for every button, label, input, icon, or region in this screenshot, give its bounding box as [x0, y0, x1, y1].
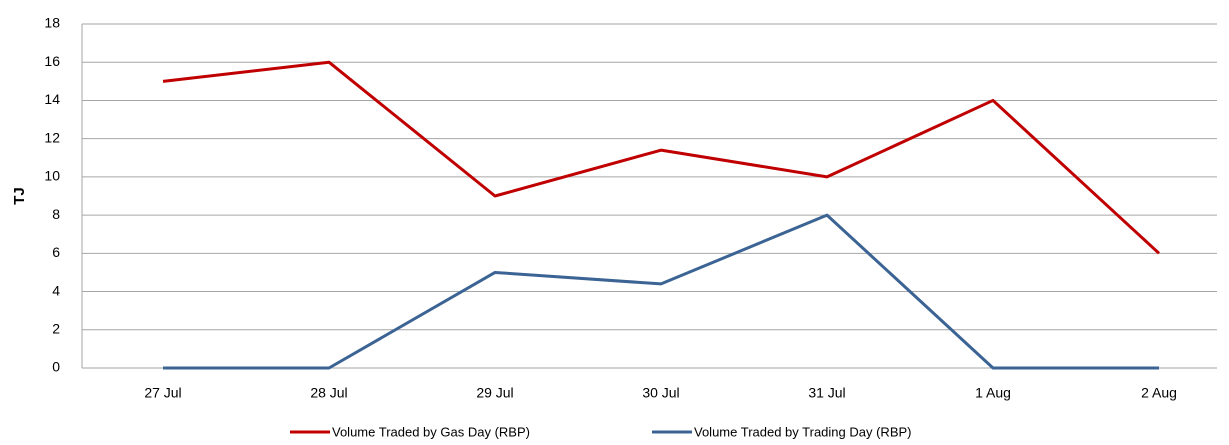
y-tick-label: 4	[52, 282, 60, 298]
series-line	[162, 60, 1161, 255]
y-tick-label: 12	[44, 129, 60, 145]
y-axis-label: TJ	[11, 187, 28, 205]
legend-label: Volume Traded by Trading Day (RBP)	[694, 424, 912, 439]
x-tick-label: 31 Jul	[808, 385, 845, 401]
y-tick-label: 6	[52, 244, 60, 260]
legend-label: Volume Traded by Gas Day (RBP)	[332, 424, 530, 439]
x-tick-label: 30 Jul	[642, 385, 679, 401]
y-tick-label: 14	[44, 91, 60, 107]
x-tick-label: 28 Jul	[310, 385, 347, 401]
x-tick-label: 1 Aug	[975, 385, 1011, 401]
y-tick-label: 2	[52, 320, 60, 336]
x-tick-label: 2 Aug	[1141, 385, 1177, 401]
x-tick-label: 29 Jul	[476, 385, 513, 401]
series-line	[163, 213, 1159, 370]
y-tick-label: 0	[52, 359, 60, 375]
x-tick-label: 27 Jul	[144, 385, 181, 401]
y-tick-label: 16	[44, 53, 60, 69]
y-tick-label: 18	[44, 15, 60, 31]
y-tick-label: 10	[44, 168, 60, 184]
y-tick-label: 8	[52, 206, 60, 222]
